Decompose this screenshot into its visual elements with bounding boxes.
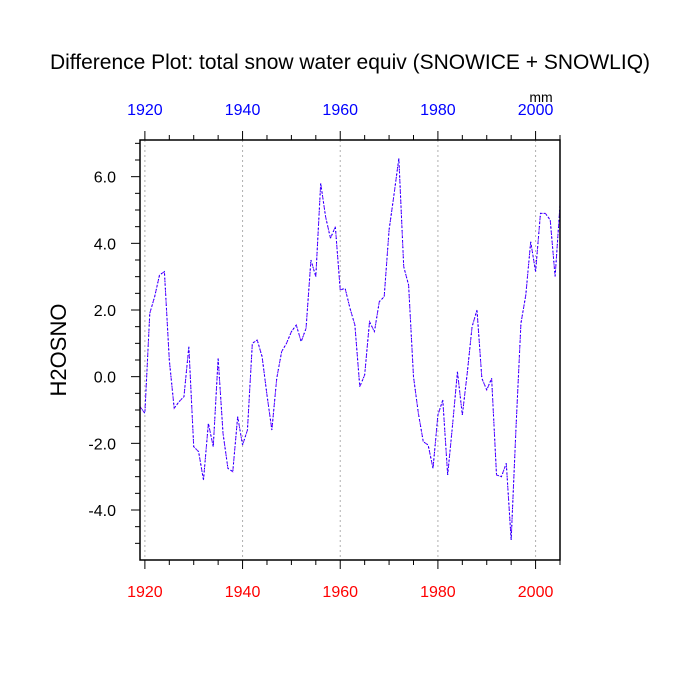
y-tick-label: 2.0 (94, 303, 116, 320)
y-tick-label: 6.0 (94, 170, 116, 187)
y-axis-label: H2OSNO (46, 304, 71, 397)
x-tick-label-bottom: 1960 (322, 584, 358, 601)
x-tick-label-top: 1980 (420, 102, 456, 119)
x-tick-label-bottom: 1920 (127, 584, 163, 601)
y-tick-label: -2.0 (88, 436, 116, 453)
plot-area (139, 158, 561, 541)
grid (144, 140, 537, 560)
units-label: mm (529, 89, 552, 105)
x-tick-label-top: 1940 (225, 102, 261, 119)
series-line-difference-overlay (139, 158, 561, 541)
y-tick-label: -4.0 (88, 503, 116, 520)
x-tick-label-bottom: 1980 (420, 584, 456, 601)
plot-frame (139, 139, 561, 561)
x-tick-label-top: 2000 (518, 102, 554, 119)
series-line-difference (139, 158, 561, 541)
x-tick-label-bottom: 1940 (225, 584, 261, 601)
y-tick-label: 4.0 (94, 236, 116, 253)
axis-ticks (131, 131, 561, 569)
x-tick-label-bottom: 2000 (518, 584, 554, 601)
x-tick-label-top: 1920 (127, 102, 163, 119)
x-tick-label-top: 1960 (322, 102, 358, 119)
axis-tick-labels: 1920 1920 1940 1940 1960 1960 1980 1980 2000 2000… (88, 102, 553, 601)
chart-title: Difference Plot: total snow water equiv … (50, 51, 650, 74)
y-tick-label: 0.0 (94, 370, 116, 387)
